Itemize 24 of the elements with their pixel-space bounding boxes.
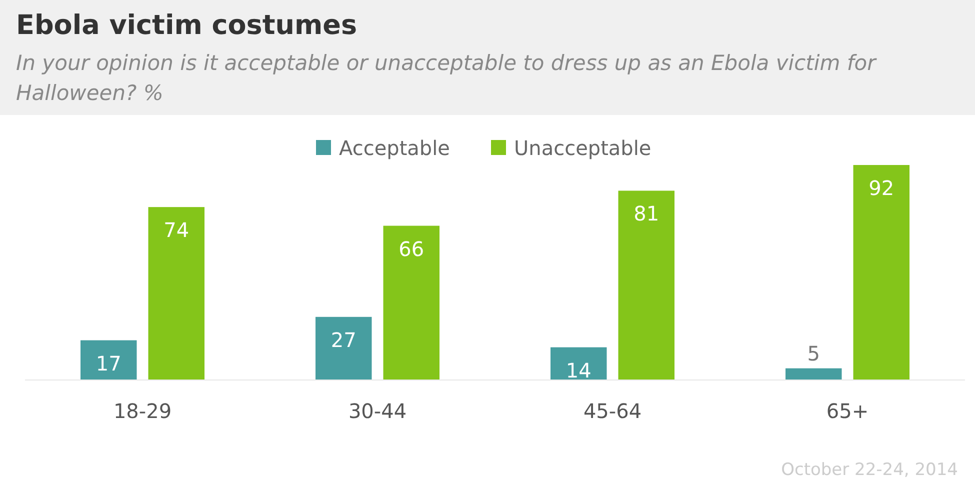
data-label: 92 (868, 176, 894, 200)
bar (550, 347, 607, 380)
chart-subtitle: In your opinion is it acceptable or unacceptable to dress up as an Ebola victim for Halloween? % (16, 51, 878, 105)
data-label: 5 (807, 341, 820, 366)
x-tick-label: 45-64 (583, 399, 642, 423)
x-tick-label: 30-44 (348, 399, 407, 423)
legend-label: Acceptable (339, 136, 450, 160)
chart-title: Ebola victim costumes (16, 10, 358, 41)
bar (853, 165, 910, 380)
data-label: 81 (634, 202, 660, 226)
legend-label: Unacceptable (514, 136, 652, 160)
x-tick-label: 65+ (826, 399, 869, 423)
bar (618, 190, 674, 380)
x-tick-label: 18-29 (113, 399, 172, 423)
data-label: 66 (398, 236, 424, 261)
bar (383, 226, 440, 380)
bar (148, 207, 204, 380)
data-label: 17 (96, 351, 122, 376)
data-label: 14 (566, 358, 592, 382)
data-label: 27 (330, 328, 356, 352)
bar (786, 368, 842, 380)
bar (80, 340, 137, 380)
bar (316, 316, 372, 380)
data-label: 74 (164, 218, 190, 242)
